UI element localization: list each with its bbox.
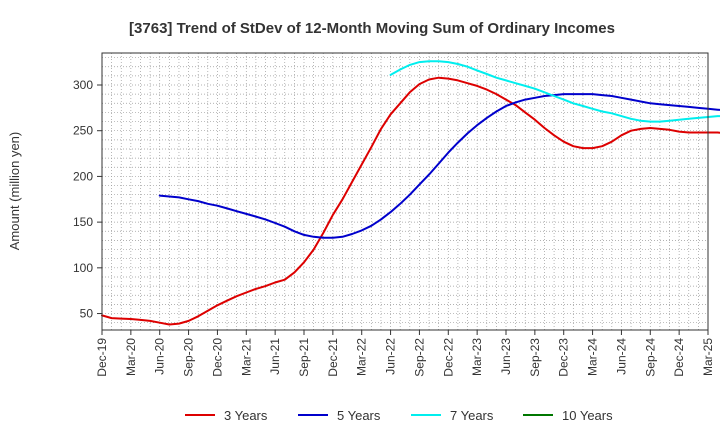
y-tick-label: 200 [73, 169, 93, 183]
y-tick-label: 150 [73, 215, 93, 229]
x-tick-label: Sep-24 [643, 338, 657, 377]
x-tick-label: Jun-20 [153, 338, 167, 375]
x-tick-label: Sep-23 [528, 338, 542, 377]
legend-label: 3 Years [224, 408, 268, 423]
series-line-5-years [158, 93, 720, 239]
y-tick-label: 100 [73, 261, 93, 275]
x-tick-label: Mar-21 [239, 338, 253, 376]
y-tick-label: 50 [80, 307, 94, 321]
series-line-3-years [101, 76, 720, 326]
x-tick-label: Jun-23 [499, 338, 513, 375]
y-tick-label: 250 [73, 124, 93, 138]
plot-frame [101, 52, 709, 331]
y-tick-label: 300 [73, 78, 93, 92]
plot-area [102, 53, 708, 330]
chart-title: [3763] Trend of StDev of 12-Month Moving… [129, 20, 615, 37]
x-tick-label: Jun-21 [268, 338, 282, 375]
x-tick-label: Mar-22 [355, 338, 369, 376]
legend-label: 10 Years [562, 408, 613, 423]
y-axis-label: Amount (million yen) [7, 132, 22, 251]
x-tick-label: Jun-24 [614, 338, 628, 375]
x-tick-label: Mar-24 [586, 338, 600, 376]
x-tick-label: Mar-25 [701, 338, 715, 376]
x-tick-label: Dec-22 [441, 338, 455, 377]
series-lines [101, 60, 720, 326]
series-line-7-years [389, 60, 720, 123]
x-tick-label: Sep-20 [182, 338, 196, 377]
x-tick-label: Dec-19 [95, 338, 109, 377]
x-tick-label: Dec-24 [672, 338, 686, 377]
legend-label: 7 Years [450, 408, 494, 423]
legend-label: 5 Years [337, 408, 381, 423]
x-tick-label: Mar-23 [470, 338, 484, 376]
x-axis: Dec-19 Mar-20 Jun-20 Sep-20 Dec-20 Mar-21 Jun-… [95, 330, 715, 377]
x-tick-label: Sep-21 [297, 338, 311, 377]
x-tick-label: Jun-22 [384, 338, 398, 375]
x-tick-label: Dec-23 [557, 338, 571, 377]
x-tick-label: Dec-21 [326, 338, 340, 377]
x-tick-label: Sep-22 [412, 338, 426, 377]
y-axis: 50 100 150 200 250 300 [73, 78, 102, 321]
legend: 3 Years 5 Years 7 Years 10 Years [185, 408, 613, 423]
x-tick-label: Dec-20 [210, 338, 224, 377]
x-tick-label: Mar-20 [124, 338, 138, 376]
grid [102, 53, 708, 330]
